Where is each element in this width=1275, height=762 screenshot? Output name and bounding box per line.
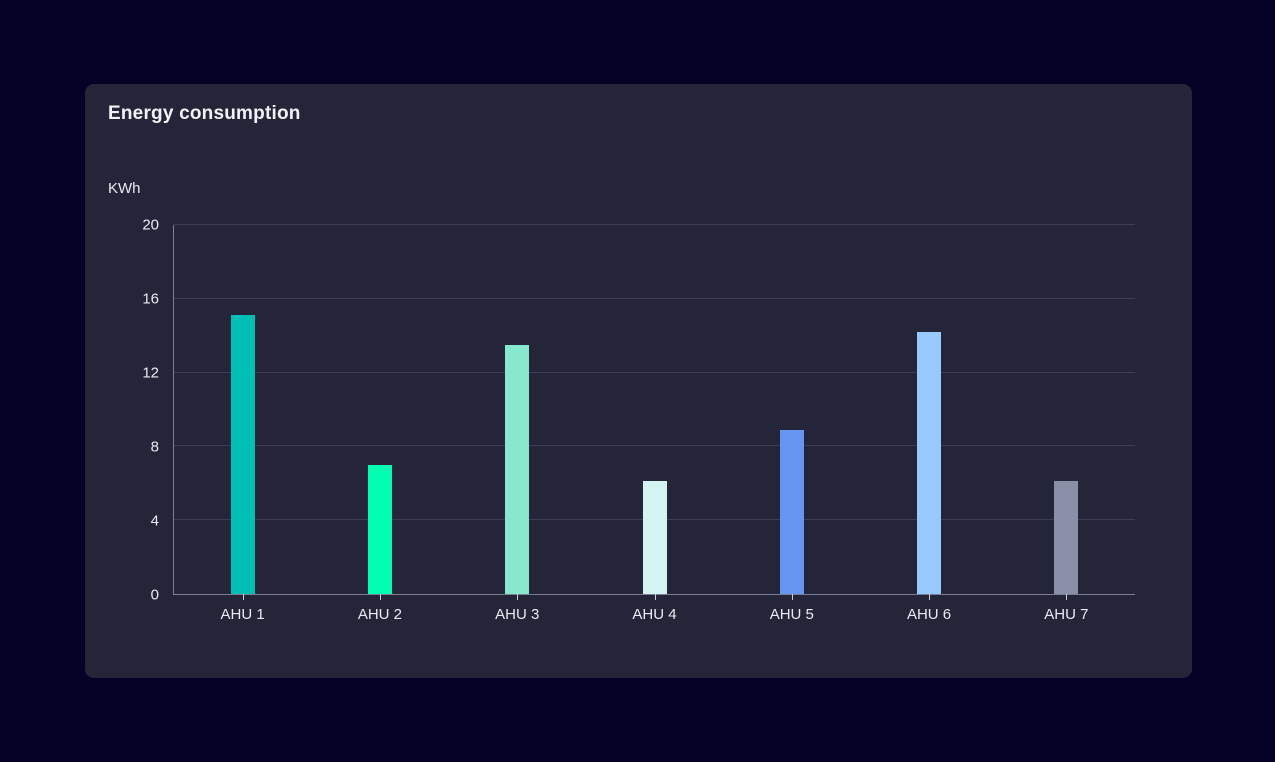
gridline-8 (174, 445, 1135, 447)
chart-title: Energy consumption (108, 103, 301, 124)
x-tick-mark-ahu-1 (242, 594, 244, 600)
y-tick-label-8: 8 (150, 438, 159, 456)
y-tick-label-12: 12 (142, 364, 159, 382)
y-tick-label-4: 4 (150, 512, 159, 530)
y-axis-tick-labels: 0 4 8 12 16 20 (85, 217, 159, 604)
x-category-label-ahu-4: AHU 4 (632, 606, 677, 623)
y-tick-label-20: 20 (142, 216, 159, 234)
bar-ahu-2 (367, 464, 392, 594)
energy-consumption-card: Energy consumption KWh 0 4 8 12 16 20 AHU 1 AH… (85, 84, 1192, 678)
y-tick-label-16: 16 (142, 290, 159, 308)
x-category-label-ahu-1: AHU 1 (220, 606, 265, 623)
x-tick-mark-ahu-3 (517, 594, 519, 600)
y-tick-label-0: 0 (150, 586, 159, 604)
x-category-label-ahu-7: AHU 7 (1044, 606, 1089, 623)
x-category-label-ahu-6: AHU 6 (906, 606, 952, 623)
bar-ahu-1 (230, 315, 255, 594)
x-tick-mark-ahu-5 (791, 594, 793, 600)
bar-chart-plot-area: AHU 1 AHU 2 AHU 3 AHU 4 AHU 5 AHU 6 AHU 7 (173, 224, 1135, 623)
gridline-16 (174, 297, 1135, 299)
gridline-12 (174, 371, 1135, 373)
bar-ahu-7 (1054, 481, 1079, 594)
bar-ahu-5 (779, 429, 804, 594)
y-axis-unit-label: KWh (108, 180, 141, 197)
gridline-20 (174, 224, 1135, 225)
x-category-label-ahu-5: AHU 5 (769, 606, 814, 623)
x-tick-mark-ahu-2 (379, 594, 381, 600)
x-tick-mark-ahu-7 (1066, 594, 1068, 600)
x-tick-mark-ahu-6 (929, 594, 931, 600)
x-tick-mark-ahu-4 (654, 594, 656, 600)
x-category-label-ahu-3: AHU 3 (495, 606, 540, 623)
bar-ahu-6 (917, 332, 942, 594)
bar-ahu-3 (505, 344, 530, 594)
bar-ahu-4 (642, 481, 667, 594)
x-category-label-ahu-2: AHU 2 (357, 606, 403, 623)
